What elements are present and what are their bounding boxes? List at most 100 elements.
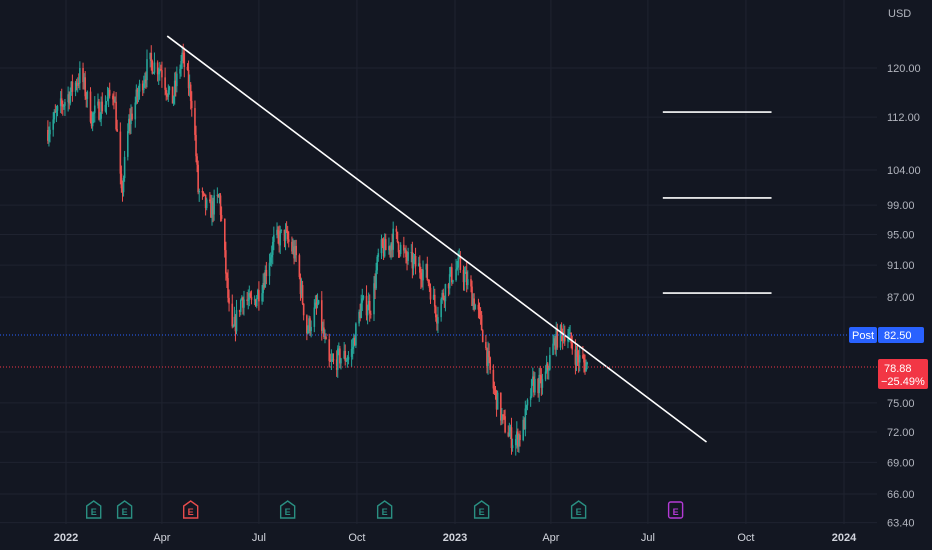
earnings-marker[interactable]: E bbox=[279, 500, 296, 519]
candle-body bbox=[258, 290, 260, 302]
earnings-marker[interactable]: E bbox=[667, 501, 684, 519]
candle-body bbox=[358, 311, 360, 324]
candle-body bbox=[502, 414, 504, 416]
candle bbox=[324, 329, 326, 344]
earnings-marker[interactable]: E bbox=[116, 500, 133, 519]
candle bbox=[204, 194, 207, 216]
candle bbox=[115, 92, 117, 131]
earnings-badge-shape bbox=[570, 500, 587, 519]
candle bbox=[404, 247, 406, 254]
candle-body bbox=[232, 326, 235, 328]
candle-body bbox=[404, 249, 406, 251]
candle bbox=[571, 335, 574, 355]
candle-body bbox=[263, 283, 266, 288]
candle bbox=[112, 93, 114, 106]
candle-body bbox=[574, 349, 577, 365]
candle-body bbox=[269, 257, 272, 263]
candle bbox=[54, 104, 57, 113]
price-tick-label: 72.00 bbox=[887, 427, 915, 439]
candle-body bbox=[428, 282, 431, 288]
earnings-marker[interactable]: E bbox=[182, 500, 199, 519]
earnings-marker[interactable]: E bbox=[376, 500, 393, 519]
price-tick-label: 75.00 bbox=[887, 398, 915, 410]
candle-body bbox=[352, 337, 355, 348]
candle bbox=[412, 252, 415, 276]
candle-body bbox=[406, 257, 408, 261]
candle-body bbox=[127, 131, 129, 157]
candle-body bbox=[176, 73, 178, 87]
candle bbox=[405, 245, 407, 264]
candle bbox=[173, 72, 176, 105]
price-tick-label: 95.00 bbox=[887, 229, 915, 241]
candle-body bbox=[500, 392, 502, 421]
earnings-marker[interactable]: E bbox=[570, 500, 587, 519]
time-tick-label: 2023 bbox=[443, 532, 467, 544]
candle bbox=[60, 88, 63, 114]
candle-body bbox=[554, 338, 556, 350]
candle bbox=[85, 92, 88, 108]
candle bbox=[534, 372, 536, 396]
candle-body bbox=[486, 348, 488, 366]
candle bbox=[211, 195, 213, 226]
candle bbox=[330, 349, 333, 370]
candle-body bbox=[436, 317, 438, 324]
earnings-marker[interactable]: E bbox=[473, 500, 490, 519]
time-axis-background bbox=[0, 524, 877, 550]
time-tick-label: Oct bbox=[348, 532, 365, 544]
candle-body bbox=[74, 82, 77, 92]
candle bbox=[171, 86, 174, 104]
candle-body bbox=[552, 343, 554, 356]
candle-body bbox=[494, 389, 497, 391]
candle bbox=[238, 309, 241, 317]
candle-body bbox=[426, 264, 429, 280]
candle bbox=[474, 303, 477, 310]
candle bbox=[79, 61, 81, 91]
earnings-marker[interactable]: E bbox=[86, 500, 102, 519]
candle bbox=[269, 252, 272, 266]
candle bbox=[489, 356, 491, 374]
candle-body bbox=[523, 419, 526, 430]
candle-body bbox=[308, 318, 310, 331]
candle-body bbox=[83, 77, 85, 83]
candle-body bbox=[189, 84, 192, 101]
candle-body bbox=[197, 164, 199, 193]
candle-body bbox=[295, 245, 298, 256]
candle-body bbox=[172, 96, 175, 104]
candle-body bbox=[99, 118, 101, 120]
candle bbox=[501, 408, 503, 425]
candle-body bbox=[294, 245, 296, 259]
candle bbox=[89, 87, 92, 124]
candle bbox=[239, 298, 242, 316]
post-label: Post bbox=[852, 330, 874, 342]
time-axis[interactable]: 2022 Apr Jul Oct 2023 Apr Jul Oct 2024 bbox=[0, 524, 877, 550]
candle bbox=[417, 256, 420, 267]
candle-body bbox=[82, 68, 84, 83]
candle-body bbox=[317, 300, 320, 304]
candle bbox=[533, 371, 535, 398]
candle-body bbox=[203, 193, 206, 195]
candle bbox=[358, 309, 360, 327]
candle-body bbox=[53, 111, 56, 120]
earnings-badge-shape bbox=[473, 500, 490, 519]
candle bbox=[526, 398, 529, 411]
candle bbox=[298, 253, 301, 280]
candle-body bbox=[211, 201, 213, 218]
trendline[interactable] bbox=[166, 35, 707, 443]
candle-body bbox=[368, 300, 371, 314]
time-tick-label: 2024 bbox=[832, 532, 857, 544]
candle bbox=[255, 294, 258, 309]
price-axis[interactable]: USD 120.00 112.00 104.00 99.00 95.00 91.00 87.… bbox=[877, 0, 932, 550]
candle-body bbox=[128, 118, 130, 132]
candle-body bbox=[433, 294, 436, 307]
candle bbox=[451, 263, 453, 286]
post-value: 82.50 bbox=[884, 330, 912, 342]
candle-body bbox=[179, 68, 181, 74]
price-tick-label: 104.00 bbox=[887, 165, 921, 177]
candle bbox=[481, 329, 484, 343]
candle-body bbox=[227, 278, 229, 298]
candle-body bbox=[299, 277, 302, 294]
candle bbox=[443, 295, 446, 308]
candle-body bbox=[466, 279, 469, 286]
